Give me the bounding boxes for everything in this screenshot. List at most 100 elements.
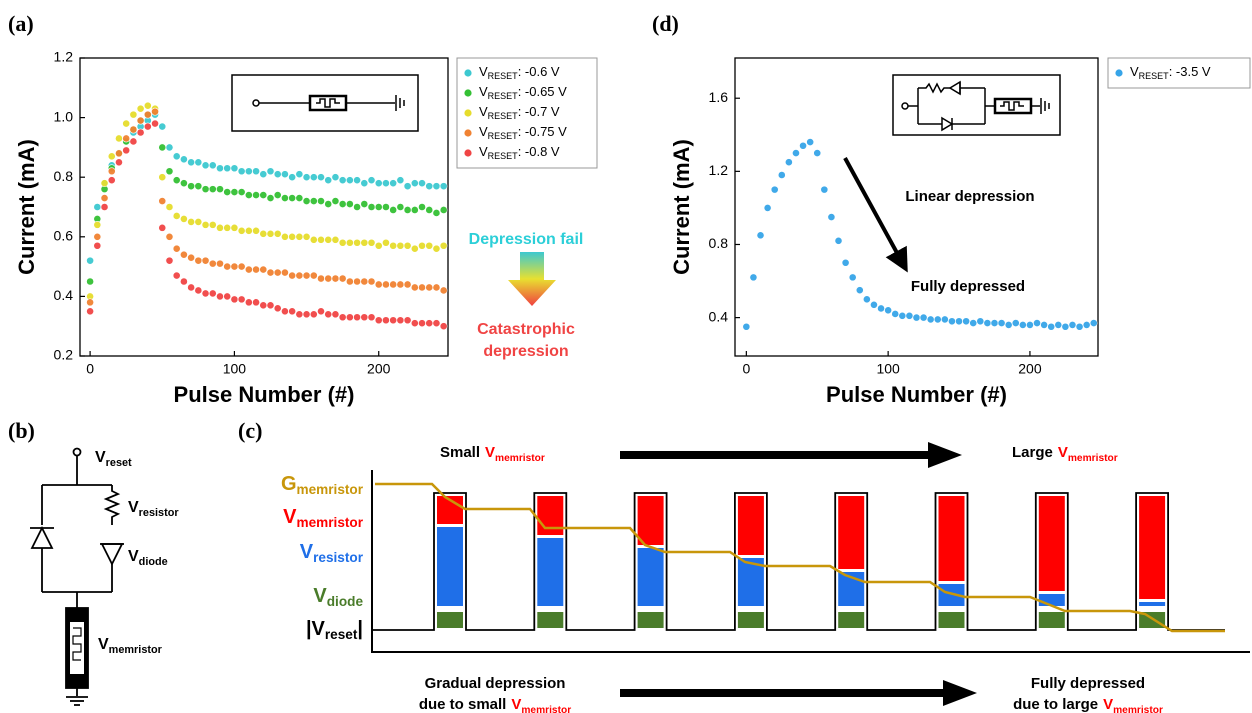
point	[403, 206, 412, 214]
point	[1026, 321, 1034, 329]
annotation: depression	[483, 343, 568, 360]
point	[302, 197, 311, 205]
subscript: diode	[327, 594, 364, 609]
gradient-arrow	[508, 252, 556, 306]
text-part: V	[511, 696, 521, 713]
point	[266, 229, 275, 238]
point	[216, 259, 224, 268]
legend-frame	[1107, 57, 1251, 89]
point	[223, 262, 232, 271]
text-part: Small	[440, 444, 480, 461]
point	[338, 176, 347, 185]
point	[302, 232, 311, 241]
point	[792, 149, 800, 157]
text-part: V	[479, 104, 488, 119]
point	[223, 223, 232, 232]
point	[317, 307, 325, 316]
point	[418, 241, 426, 250]
point	[969, 319, 978, 327]
point	[252, 167, 260, 176]
point	[1082, 321, 1091, 329]
point	[165, 143, 174, 152]
point	[172, 244, 181, 253]
point	[122, 146, 131, 155]
x-tick-label: 0	[742, 361, 750, 377]
point	[122, 134, 131, 143]
point	[425, 241, 434, 250]
point	[997, 319, 1006, 327]
subscript: memristor	[297, 515, 364, 530]
point	[165, 232, 174, 241]
point	[1047, 322, 1056, 331]
point	[432, 209, 441, 217]
point	[331, 235, 340, 244]
point	[187, 217, 196, 226]
point	[151, 107, 159, 116]
point	[862, 295, 871, 304]
point	[948, 317, 956, 326]
point	[396, 316, 405, 325]
point	[115, 149, 123, 158]
point	[86, 307, 95, 316]
y-tick-label: 1.2	[54, 49, 74, 65]
point	[418, 203, 426, 211]
point	[201, 161, 210, 170]
point	[230, 223, 239, 232]
point	[129, 125, 138, 134]
x-tick-label: 200	[1018, 361, 1042, 377]
text-part: |	[357, 618, 363, 640]
point	[360, 200, 369, 208]
point	[180, 179, 188, 188]
point	[338, 313, 347, 322]
point	[288, 271, 297, 280]
point	[194, 217, 203, 226]
point	[331, 274, 340, 283]
point	[919, 313, 928, 322]
point	[302, 173, 311, 182]
point	[107, 167, 116, 176]
text-part: V	[1058, 444, 1068, 461]
point	[208, 289, 217, 298]
point	[410, 179, 419, 188]
point	[244, 191, 253, 199]
point	[180, 277, 188, 286]
point	[317, 274, 325, 283]
point	[912, 313, 921, 322]
point	[86, 277, 95, 286]
x-tick-label: 100	[876, 361, 900, 377]
point	[338, 238, 347, 247]
point	[180, 155, 188, 164]
point	[324, 235, 333, 244]
point	[273, 170, 282, 179]
point	[259, 229, 268, 238]
point	[266, 301, 275, 310]
point	[396, 280, 405, 289]
y-tick-label: 0.4	[709, 308, 729, 324]
annotation: Linear depression	[905, 188, 1034, 205]
point	[374, 280, 383, 289]
point	[418, 319, 426, 328]
point	[309, 197, 318, 205]
subscript: RESET	[1139, 71, 1170, 81]
point	[439, 241, 448, 250]
point	[194, 182, 203, 191]
point	[216, 223, 224, 232]
point	[425, 319, 434, 328]
annotation: Fully depressed	[911, 278, 1025, 295]
point	[230, 295, 239, 304]
text-part: V	[479, 64, 488, 79]
point	[338, 274, 347, 283]
pulse-train	[372, 482, 1225, 633]
y-tick-label: 0.2	[54, 347, 74, 363]
point	[317, 173, 325, 182]
caption: due to small Vmemristor	[419, 696, 571, 713]
plot-frame	[79, 57, 449, 357]
point	[324, 274, 333, 283]
point	[129, 137, 138, 146]
point	[374, 316, 383, 325]
point	[223, 292, 232, 301]
point	[784, 158, 793, 167]
point	[403, 241, 412, 250]
subscript: memristor	[521, 705, 571, 713]
text-part: due to small	[419, 696, 507, 713]
